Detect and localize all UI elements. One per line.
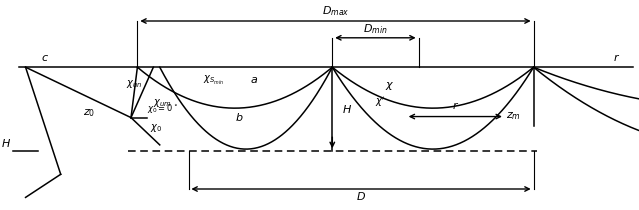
Text: $D_{max}$: $D_{max}$ xyxy=(321,5,350,18)
Text: $b$: $b$ xyxy=(235,111,244,123)
Text: $\chi_{um}$: $\chi_{um}$ xyxy=(153,97,172,109)
Text: $D$: $D$ xyxy=(356,189,366,202)
Text: $r$: $r$ xyxy=(613,52,620,63)
Text: $\chi_0$: $\chi_0$ xyxy=(150,122,162,134)
Text: $r$: $r$ xyxy=(452,100,459,111)
Text: $\chi_{S_{min}}$: $\chi_{S_{min}}$ xyxy=(203,74,225,87)
Text: $z_m$: $z_m$ xyxy=(506,111,521,122)
Text: $\chi_0{=}0^\circ$: $\chi_0{=}0^\circ$ xyxy=(147,102,178,115)
Text: $H$: $H$ xyxy=(342,103,352,116)
Text: $\chi$: $\chi$ xyxy=(385,80,394,92)
Text: $c$: $c$ xyxy=(41,53,49,63)
Text: $z_0$: $z_0$ xyxy=(83,108,96,119)
Text: $\chi_{un}$: $\chi_{un}$ xyxy=(126,78,142,90)
Text: $a$: $a$ xyxy=(250,75,258,85)
Text: $D_{min}$: $D_{min}$ xyxy=(363,22,388,36)
Text: $\chi'$: $\chi'$ xyxy=(375,95,385,109)
Text: $H$: $H$ xyxy=(1,137,12,149)
